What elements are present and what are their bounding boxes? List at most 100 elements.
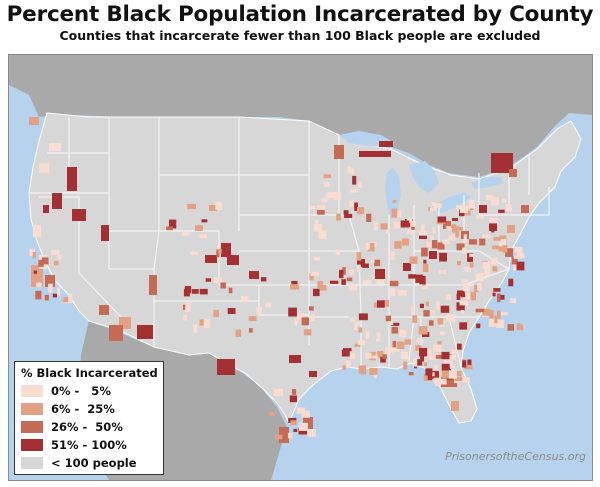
county-fill [99,305,109,315]
county-fill [52,293,57,298]
county-fill [382,299,390,307]
county-fill [462,360,467,368]
county-fill [365,352,372,359]
county-fill [269,412,276,416]
county-fill [437,242,445,250]
county-fill [408,274,417,279]
state-border-line [478,173,549,216]
county-fill [421,285,428,290]
county-fill [421,224,425,232]
county-fill [448,370,457,379]
county-fill [265,302,272,308]
county-fill [521,205,529,213]
county-fill [410,220,416,228]
county-fill [429,207,437,211]
county-fill [493,237,501,241]
county-fill [296,407,306,414]
county-fill [441,351,450,360]
county-fill [508,278,514,287]
county-fill [413,358,418,367]
county-fill [149,275,157,295]
county-fill [399,329,407,338]
county-fill [370,259,375,263]
county-fill [344,213,353,218]
county-fill [484,269,491,277]
county-fill [502,245,508,253]
county-fill [48,283,53,293]
county-fill [67,167,77,191]
county-fill [470,291,476,301]
county-fill [342,267,346,275]
county-fill [57,255,62,260]
county-fill [289,395,297,403]
county-fill [377,332,381,338]
county-fill [412,315,418,323]
county-fill [396,341,405,349]
county-fill [375,269,385,279]
county-fill [376,338,381,342]
county-fill [462,283,470,292]
county-fill [431,372,435,377]
state-border-line [408,316,415,362]
county-fill [358,181,363,188]
county-fill [420,352,424,362]
county-fill [489,310,494,319]
county-fill [43,205,49,213]
county-fill [310,271,320,276]
county-fill [403,361,408,370]
county-fill [482,261,491,269]
legend-label: < 100 people [51,456,137,470]
county-fill [293,428,298,432]
county-fill [310,314,316,322]
county-fill [343,348,352,352]
county-fill [366,213,372,222]
county-fill [49,143,61,151]
county-fill [298,428,307,435]
county-fill [377,300,385,308]
county-fill [423,362,427,367]
state-border-line [463,268,510,286]
county-fill [388,319,394,325]
county-fill [516,261,525,271]
county-fill [438,270,447,274]
county-fill [355,322,361,326]
county-fill [468,199,475,209]
county-fill [440,305,450,313]
county-fill [428,207,432,211]
county-fill [421,247,428,257]
county-fill [248,328,253,333]
county-fill [33,225,41,237]
county-fill [489,218,498,224]
county-fill [45,275,55,287]
county-fill [301,317,309,326]
county-fill [345,360,351,368]
county-fill [423,310,430,317]
county-fill [349,269,355,275]
county-fill [452,218,458,221]
county-fill [339,269,344,279]
county-fill [441,377,457,387]
county-fill [408,372,414,376]
county-fill [317,205,326,214]
state-border-line [153,230,160,270]
legend-swatch [21,403,43,415]
county-fill [454,371,462,377]
county-fill [427,310,435,315]
county-fill [441,363,450,371]
county-fill [439,331,445,336]
legend-title: % Black Incarcerated [21,366,158,380]
county-fill [490,257,498,265]
county-fill [430,235,434,240]
county-fill [373,374,378,379]
county-fill [377,351,384,358]
county-fill [489,223,497,231]
county-fill [290,284,300,290]
county-fill [422,281,426,289]
county-fill [482,308,491,316]
county-fill [32,252,36,259]
county-fill [456,302,465,311]
county-fill [513,255,519,259]
county-fill [72,209,86,221]
county-fill [314,220,319,224]
county-fill [475,308,485,313]
